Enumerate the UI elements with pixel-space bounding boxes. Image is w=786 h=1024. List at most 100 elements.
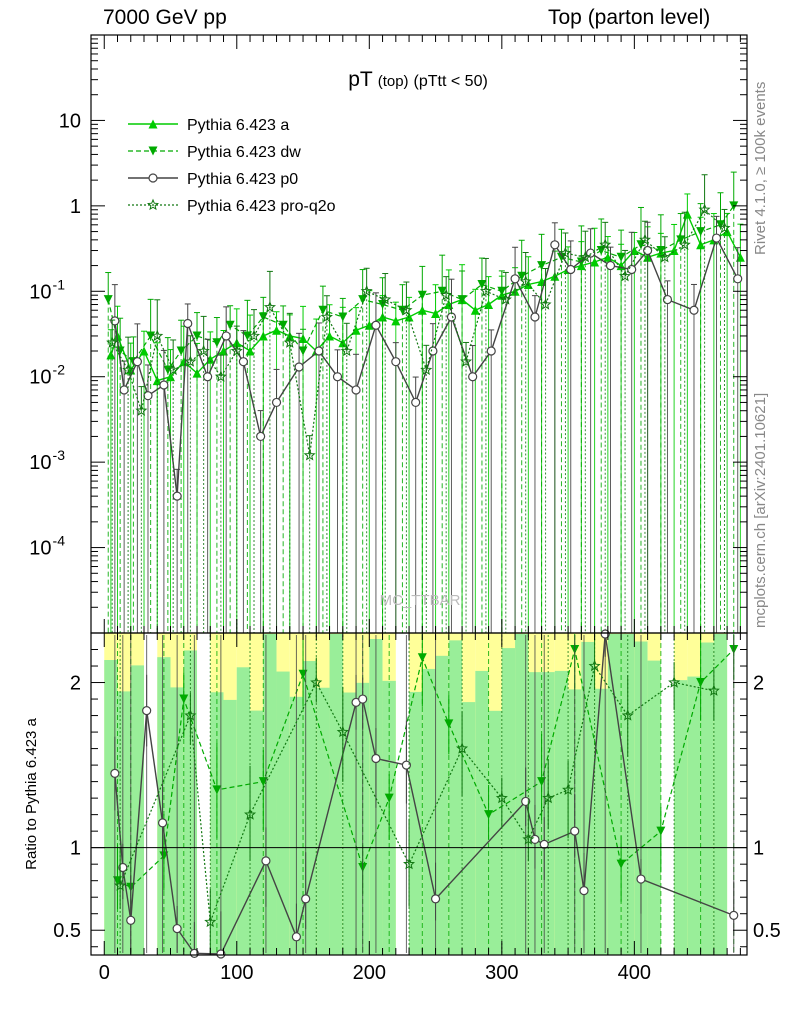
main-point [256, 431, 266, 442]
ratio-point [384, 793, 394, 803]
main-point [696, 240, 706, 250]
main-point [230, 344, 243, 357]
ratio-point [417, 653, 427, 663]
main-point [579, 250, 592, 263]
main-point [214, 370, 227, 382]
ratio-point [656, 826, 666, 836]
ratio-band-green [422, 668, 436, 955]
legend-marker [148, 173, 158, 183]
ratio-point [539, 839, 549, 849]
ratio-point [729, 910, 739, 920]
main-point [510, 274, 520, 284]
main-point [221, 331, 231, 341]
ratio-band-green [104, 660, 118, 955]
main-point [440, 288, 453, 301]
main-point [115, 346, 125, 356]
ratio-band-green [303, 661, 317, 955]
ratio-point [707, 684, 720, 696]
main-point [338, 312, 348, 322]
main-series-2 [110, 215, 743, 633]
legend-label: Pythia 6.423 a [187, 117, 289, 134]
main-point [248, 329, 261, 342]
main-point [294, 362, 304, 372]
main-point [151, 329, 164, 342]
main-point [176, 346, 186, 356]
main-point [332, 372, 343, 382]
ratio-xtick-label: 100 [220, 962, 253, 984]
main-point [698, 203, 711, 215]
main-point [318, 305, 328, 315]
ratio-point [444, 719, 454, 729]
ratio-band-green [594, 688, 608, 955]
main-point [212, 338, 222, 348]
ratio-point [336, 725, 349, 738]
main-point [272, 325, 282, 335]
main-point [616, 252, 626, 262]
ratio-point [562, 783, 575, 795]
ratio-point [184, 709, 197, 721]
main-point [203, 372, 213, 382]
main-point [718, 221, 731, 234]
ratio-point [570, 826, 580, 836]
main-point [411, 397, 421, 408]
ratio-point [172, 923, 182, 934]
ratio-point [204, 915, 217, 928]
ratio-band-green [607, 634, 622, 955]
main-point [550, 240, 560, 250]
main-point [556, 252, 566, 262]
ratio-band-green [674, 680, 688, 955]
chart-title-sub: (top) [378, 73, 409, 90]
main-point [159, 380, 169, 390]
ratio-point [216, 949, 226, 959]
ratio-point [588, 659, 601, 672]
main-point [122, 363, 135, 376]
main-ytick-exp: -2 [53, 362, 66, 378]
main-point [314, 346, 324, 356]
main-point [340, 344, 353, 357]
main-point [431, 308, 441, 318]
ratio-point [261, 856, 271, 866]
main-point [183, 318, 193, 329]
main-point [669, 246, 679, 256]
main-series-0 [106, 193, 745, 633]
main-point [417, 290, 427, 300]
main-point [283, 336, 296, 348]
main-point [468, 372, 478, 382]
ratio-frame [90, 632, 748, 956]
main-point [499, 293, 512, 305]
main-point [484, 300, 494, 310]
main-point [420, 363, 433, 376]
ratio-point [114, 879, 127, 891]
main-point [530, 312, 540, 322]
main-point [119, 385, 129, 395]
ratio-xtick-label: 400 [618, 962, 651, 984]
main-point [638, 233, 652, 245]
main-point [143, 391, 153, 401]
main-series-line [107, 205, 735, 372]
main-series-line [110, 212, 742, 382]
ratio-series-line [119, 664, 715, 923]
ratio-series-group [110, 629, 739, 959]
legend-marker [148, 119, 158, 129]
ratio-point [110, 768, 120, 778]
chart-title: pT (top) (pTtt < 50) [348, 68, 488, 91]
main-point [662, 294, 673, 305]
main-point [192, 331, 202, 341]
main-point [351, 385, 361, 395]
main-point [696, 227, 706, 237]
main-point [351, 325, 361, 335]
main-point [379, 293, 392, 305]
ratio-band-green [713, 634, 728, 955]
main-point [656, 246, 666, 256]
main-point [184, 355, 197, 367]
ratio-band-green [130, 665, 145, 955]
ratio-point [157, 818, 168, 828]
main-point [643, 245, 653, 256]
header-left: 7000 GeV pp [103, 6, 227, 29]
main-point [320, 310, 333, 323]
main-point [618, 269, 632, 282]
axes-frames [90, 34, 748, 956]
ratio-band-green [117, 691, 131, 955]
main-point [417, 305, 427, 315]
